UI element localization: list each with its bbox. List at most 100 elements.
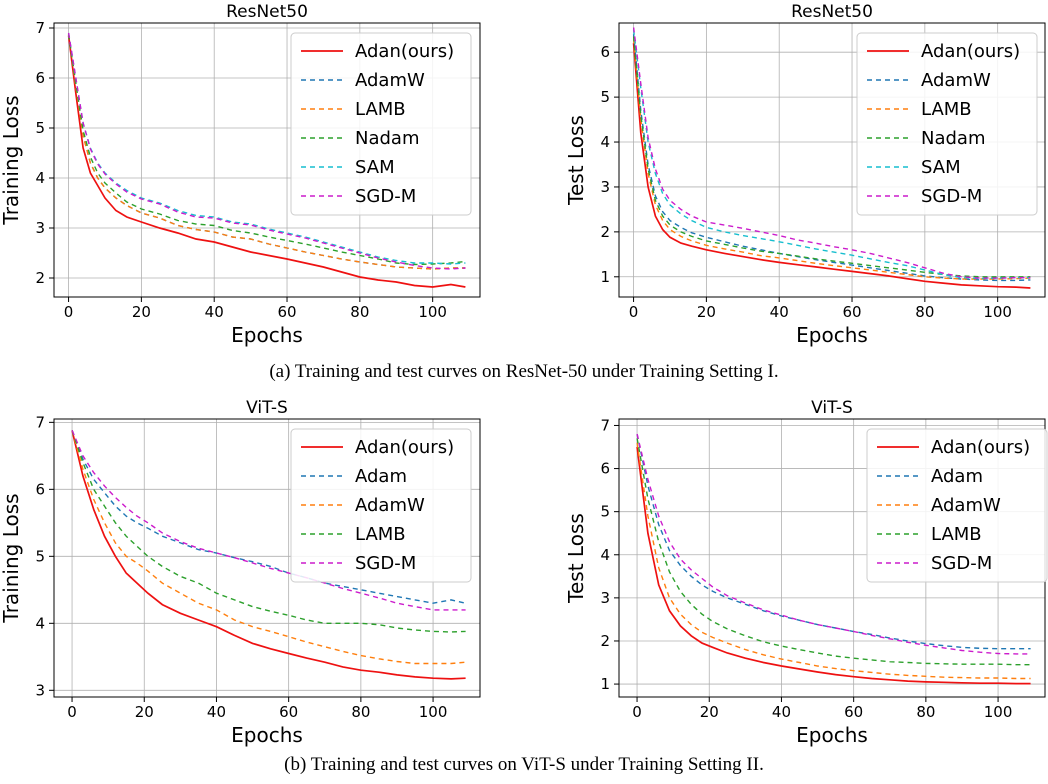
series-line-lamb	[71, 430, 466, 633]
legend-label: Adam	[355, 466, 407, 487]
legend-label: SAM	[921, 157, 961, 178]
x-tick-label: 20	[132, 303, 151, 321]
series-line-sgd-m	[71, 430, 466, 611]
x-tick-label: 100	[984, 703, 1013, 721]
legend-label: Adan(ours)	[355, 437, 454, 458]
y-tick-label: 2	[600, 223, 610, 241]
series-line-adamw	[71, 430, 466, 665]
legend-box	[866, 428, 1048, 583]
x-tick-label: 80	[351, 703, 370, 721]
caption-a: (a) Training and test curves on ResNet-5…	[269, 361, 779, 382]
x-tick-label: 0	[632, 703, 642, 721]
chart-title: ViT-S	[811, 398, 853, 418]
x-tick-label: 40	[770, 303, 789, 321]
legend-label: LAMB	[921, 99, 972, 120]
legend-label: AdamW	[921, 70, 991, 91]
series-line-sam	[632, 29, 1031, 280]
y-tick-label: 3	[600, 178, 610, 196]
x-tick-label: 80	[915, 303, 934, 321]
y-axis-label: Training Loss	[0, 95, 23, 225]
legend-label: AdamW	[931, 495, 1001, 516]
x-tick-label: 80	[350, 303, 369, 321]
x-tick-label: 100	[419, 703, 448, 721]
legend-label: SGD-M	[931, 553, 992, 574]
x-axis-label: Epochs	[796, 323, 868, 347]
x-tick-label: 60	[842, 303, 861, 321]
y-tick-label: 5	[600, 503, 610, 521]
legend-label: Adan(ours)	[921, 41, 1020, 62]
legend-label: LAMB	[931, 524, 982, 545]
x-tick-label: 60	[844, 703, 863, 721]
legend-label: SGD-M	[921, 186, 982, 207]
legend-box	[290, 428, 472, 583]
chart-3: 0 20 40 60 80 100 1 2 3 4 5 6 7 ViT-S Epochs Test Loss A…	[564, 398, 1048, 747]
series-line-adamw	[636, 442, 1031, 680]
caption-b: (b) Training and test curves on ViT-S un…	[284, 754, 764, 775]
y-tick-label: 1	[600, 268, 610, 286]
y-tick-label: 1	[600, 675, 610, 693]
y-tick-label: 4	[35, 614, 45, 632]
y-tick-label: 2	[35, 269, 45, 287]
x-tick-label: 60	[277, 303, 296, 321]
x-tick-label: 20	[697, 303, 716, 321]
legend-label: AdamW	[355, 495, 425, 516]
chart-title: ViT-S	[246, 398, 288, 418]
x-tick-label: 60	[279, 703, 298, 721]
x-tick-label: 80	[916, 703, 935, 721]
x-tick-label: 0	[67, 703, 77, 721]
y-tick-label: 7	[35, 19, 45, 37]
legend-box	[290, 32, 472, 216]
x-tick-label: 40	[772, 703, 791, 721]
y-tick-label: 3	[600, 589, 610, 607]
series-line-adan-ours-	[632, 43, 1031, 289]
series-line-adan-ours-	[71, 430, 466, 680]
x-axis-label: Epochs	[231, 323, 303, 347]
x-tick-label: 40	[205, 303, 224, 321]
x-tick-label: 100	[418, 303, 447, 321]
legend-label: AdamW	[355, 70, 425, 91]
y-tick-label: 6	[35, 69, 45, 87]
legend-label: Adan(ours)	[931, 437, 1030, 458]
y-tick-label: 7	[35, 413, 45, 431]
y-tick-label: 5	[35, 547, 45, 565]
x-axis-label: Epochs	[231, 723, 303, 747]
x-tick-label: 0	[64, 303, 74, 321]
y-tick-label: 6	[600, 43, 610, 61]
legend-label: LAMB	[355, 99, 406, 120]
series-line-sgd-m	[67, 32, 466, 270]
y-tick-label: 4	[600, 133, 610, 151]
legend-box	[856, 32, 1038, 216]
x-tick-label: 40	[207, 703, 226, 721]
x-tick-label: 20	[135, 703, 154, 721]
y-tick-label: 3	[35, 219, 45, 237]
plot-frame	[53, 22, 481, 298]
y-tick-label: 4	[35, 169, 45, 187]
y-tick-label: 7	[600, 416, 610, 434]
chart-0: 0 20 40 60 80 100 2 3 4 5 6 7 ResNet50 Epochs Training…	[0, 2, 481, 347]
y-tick-label: 6	[600, 460, 610, 478]
series-line-lamb	[636, 438, 1031, 666]
x-tick-label: 20	[700, 703, 719, 721]
series-line-adan-ours-	[67, 35, 466, 288]
series-line-nadam	[632, 36, 1031, 278]
legend-label: SGD-M	[355, 186, 416, 207]
y-tick-label: 5	[600, 88, 610, 106]
legend-label: Nadam	[921, 128, 986, 149]
y-tick-label: 5	[35, 119, 45, 137]
plot-frame	[53, 418, 481, 698]
y-tick-label: 3	[35, 681, 45, 699]
y-tick-label: 2	[600, 632, 610, 650]
chart-title: ResNet50	[226, 2, 308, 22]
chart-2: 0 20 40 60 80 100 3 4 5 6 7 ViT-S Epochs Training Los…	[0, 398, 481, 747]
y-axis-label: Training Loss	[0, 493, 23, 623]
x-axis-label: Epochs	[796, 723, 868, 747]
x-tick-label: 100	[983, 303, 1012, 321]
series-line-sgd-m	[636, 433, 1031, 655]
legend-label: Nadam	[355, 128, 420, 149]
y-tick-label: 4	[600, 546, 610, 564]
y-tick-label: 6	[35, 480, 45, 498]
legend-label: SGD-M	[355, 553, 416, 574]
series-line-adam	[636, 433, 1031, 650]
legend-label: SAM	[355, 157, 395, 178]
